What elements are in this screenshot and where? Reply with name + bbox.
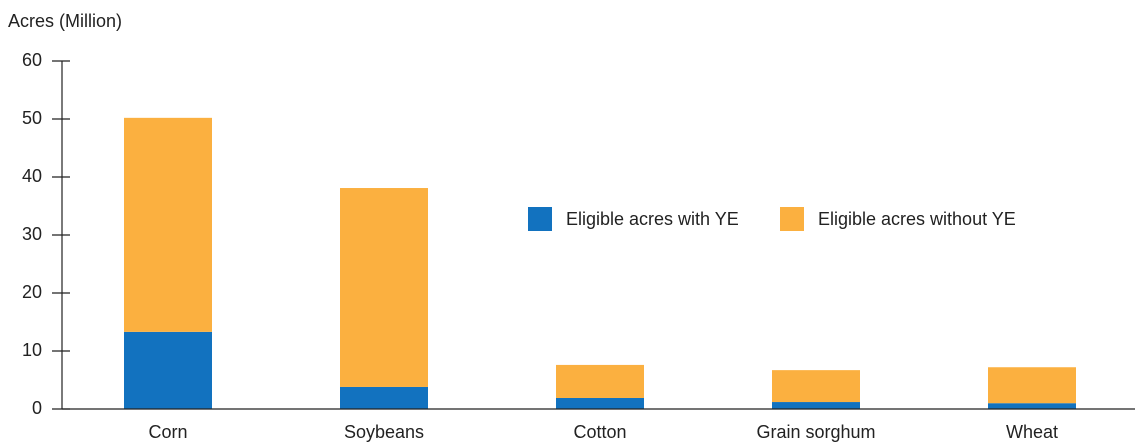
y-tick-label: 30 — [22, 224, 42, 244]
x-tick-label: Soybeans — [344, 422, 424, 442]
bar-segment — [556, 397, 644, 409]
bar-segment — [124, 331, 212, 409]
x-tick-label: Cotton — [573, 422, 626, 442]
bar-segment — [988, 367, 1076, 404]
bar-segment — [988, 403, 1076, 409]
bar-segment — [772, 370, 860, 403]
y-tick-label: 40 — [22, 166, 42, 186]
bar-segment — [340, 386, 428, 409]
bar-segment — [556, 364, 644, 398]
x-tick-label: Grain sorghum — [756, 422, 875, 442]
y-tick-label: 20 — [22, 282, 42, 302]
bar-segment — [340, 188, 428, 387]
legend-swatch — [528, 207, 552, 231]
x-tick-label: Wheat — [1006, 422, 1058, 442]
legend-label: Eligible acres with YE — [566, 209, 739, 229]
legend-label: Eligible acres without YE — [818, 209, 1016, 229]
y-tick-label: 0 — [32, 398, 42, 418]
y-axis-label: Acres (Million) — [8, 11, 122, 31]
y-tick-label: 60 — [22, 50, 42, 70]
legend-swatch — [780, 207, 804, 231]
x-tick-label: Corn — [148, 422, 187, 442]
y-tick-label: 50 — [22, 108, 42, 128]
y-tick-label: 10 — [22, 340, 42, 360]
bar-segment — [772, 402, 860, 409]
bar-segment — [124, 117, 212, 332]
